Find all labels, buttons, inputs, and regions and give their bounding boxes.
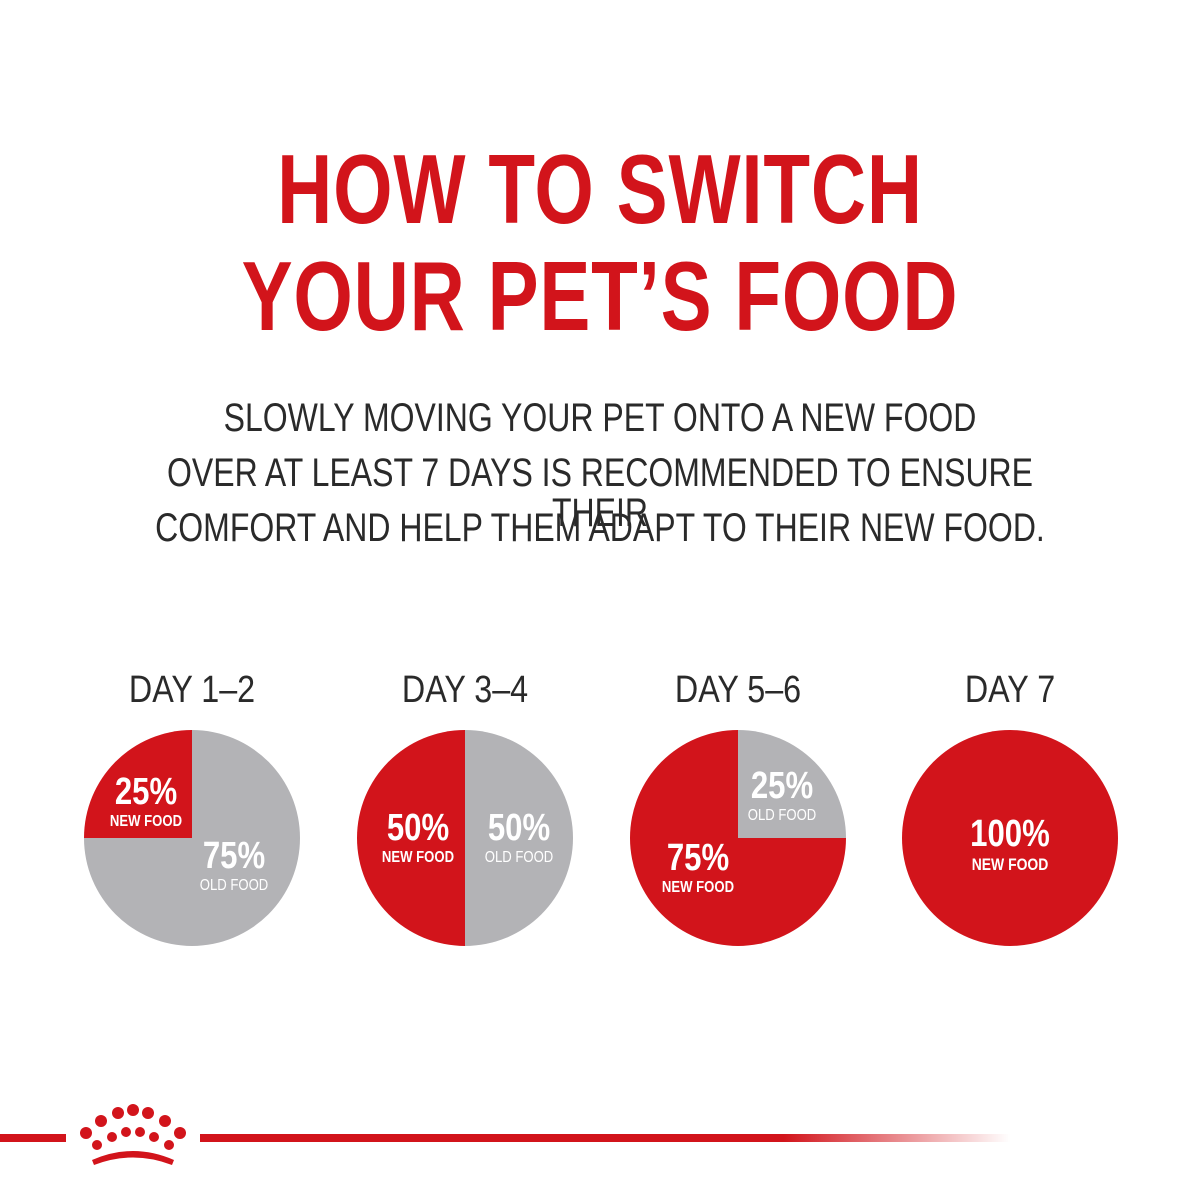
slice-old-food xyxy=(465,730,573,946)
pie-chart-4: DAY 7 100%NEW FOOD xyxy=(902,669,1118,946)
slice-caption-new: NEW FOOD xyxy=(662,879,734,896)
slice-new-food xyxy=(84,730,192,838)
pie-chart-1: DAY 1–2 25%NEW FOOD 75%OLD FOOD xyxy=(84,669,300,946)
slice-caption-old: OLD FOOD xyxy=(485,849,554,866)
slice-old-food xyxy=(738,730,846,838)
day-label: DAY 7 xyxy=(965,669,1055,711)
title-line-1: HOW TO SWITCH xyxy=(277,134,923,244)
subtitle-line-1: SLOWLY MOVING YOUR PET ONTO A NEW FOOD xyxy=(223,396,977,440)
day-label: DAY 5–6 xyxy=(675,669,801,711)
title-line-2: YOUR PET’S FOOD xyxy=(241,241,959,351)
slice-percent-old: 75% xyxy=(203,835,265,877)
slice-percent-old: 25% xyxy=(751,765,813,807)
subtitle-line-3: COMFORT AND HELP THEM ADAPT TO THEIR NEW… xyxy=(155,506,1045,550)
slice-caption-new: NEW FOOD xyxy=(110,813,182,830)
pie-chart-3: DAY 5–6 75%NEW FOOD 25%OLD FOOD xyxy=(630,669,846,946)
slice-new-food xyxy=(902,730,1118,946)
day-label: DAY 1–2 xyxy=(129,669,255,711)
slice-caption-old: OLD FOOD xyxy=(200,877,269,894)
day-label: DAY 3–4 xyxy=(402,669,528,711)
slice-percent-new: 50% xyxy=(387,807,449,849)
slice-new-food xyxy=(357,730,465,946)
subtitle-line-2: OVER AT LEAST 7 DAYS IS RECOMMENDED TO E… xyxy=(167,451,1033,535)
slice-percent-new: 25% xyxy=(115,771,177,813)
slice-caption-new: NEW FOOD xyxy=(382,849,454,866)
slice-old-food xyxy=(84,730,300,946)
slice-percent-new: 100% xyxy=(970,813,1050,855)
slice-caption-new: NEW FOOD xyxy=(972,856,1049,875)
slice-percent-new: 75% xyxy=(667,837,729,879)
slice-percent-old: 50% xyxy=(488,807,550,849)
slice-caption-old: OLD FOOD xyxy=(748,807,817,824)
